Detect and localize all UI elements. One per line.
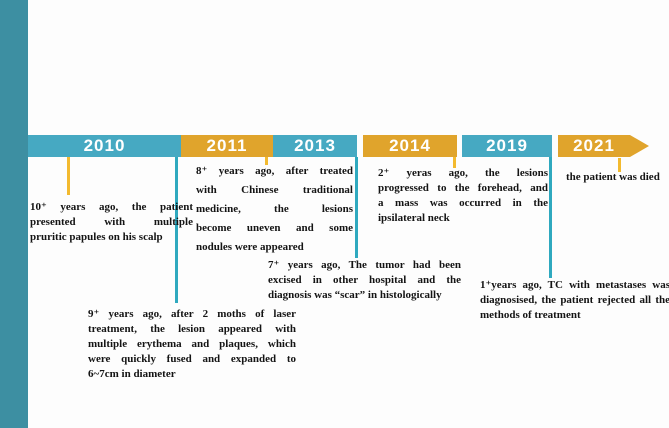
event-text-line: the patient was died — [566, 171, 660, 183]
event-text-line: treatment, the lesion appeared with — [88, 323, 296, 335]
connector-event-8y — [265, 157, 268, 165]
event-text-line: excised in other hospital and the — [268, 274, 461, 286]
event-text-line: ipsilateral neck — [378, 212, 450, 224]
event-text-line: multiple erythema and plaques, which — [88, 338, 296, 350]
left-accent-bar — [0, 0, 28, 428]
event-text-line: methods of treatment — [480, 309, 581, 321]
event-text-line: nodules were appeared — [196, 241, 304, 253]
connector-event-10y — [67, 157, 70, 195]
timeline-arrow-tip-icon — [630, 135, 649, 157]
timeline-segment-2019: 2019 — [462, 135, 552, 157]
timeline-band: 2010 2011 2013 2014 2019 2021 — [28, 135, 650, 157]
connector-event-1y — [549, 157, 552, 278]
connector-event-7y — [355, 157, 358, 258]
event-note-9y: 9⁺ years ago, after 2 moths of laser tre… — [88, 307, 296, 382]
year-label-2021: 2021 — [573, 136, 615, 155]
event-text-line: 1⁺years ago, TC with metastases was — [480, 279, 669, 291]
event-note-10y: 10⁺ years ago, the patient presented wit… — [30, 200, 193, 245]
connector-event-9y — [175, 157, 178, 303]
event-text-line: 10⁺ years ago, the patient — [30, 201, 193, 213]
event-text-line: progressed to the forehead, and — [378, 182, 548, 194]
event-text-line: 7⁺ years ago, The tumor had been — [268, 259, 461, 271]
event-text-line: become uneven and some — [196, 222, 353, 234]
timeline-segment-2021: 2021 — [558, 135, 630, 157]
event-note-2y: 2⁺ yeras ago, the lesions progressed to … — [378, 166, 548, 226]
timeline-segment-2014: 2014 — [363, 135, 457, 157]
event-text-line: diagnosised, the patient rejected all th… — [480, 294, 669, 306]
year-label-2010: 2010 — [83, 136, 126, 155]
year-label-2014: 2014 — [389, 136, 431, 155]
event-text-line: 6~7cm in diameter — [88, 368, 176, 380]
event-text-line: 9⁺ years ago, after 2 moths of laser — [88, 308, 296, 320]
event-text-line: pruritic papules on his scalp — [30, 231, 163, 243]
year-label-2013: 2013 — [294, 136, 336, 155]
event-text-line: diagnosis was “scar” in histologically — [268, 289, 442, 301]
event-text-line: with Chinese traditional — [196, 184, 353, 196]
timeline-segment-2013: 2013 — [273, 135, 357, 157]
timeline-segment-2010: 2010 — [28, 135, 181, 157]
event-note-8y: 8⁺ years ago, after treated with Chinese… — [196, 162, 353, 257]
event-text-line: 2⁺ yeras ago, the lesions — [378, 167, 548, 179]
event-text-line: presented with multiple — [30, 216, 193, 228]
year-label-2011: 2011 — [206, 136, 248, 155]
year-label-2019: 2019 — [486, 136, 528, 155]
connector-event-death — [618, 158, 621, 172]
event-text-line: a mass was occurred in the — [378, 197, 548, 209]
connector-event-2y — [453, 157, 456, 168]
event-note-1y: 1⁺years ago, TC with metastases was diag… — [480, 278, 669, 323]
timeline-segment-2011: 2011 — [181, 135, 273, 157]
event-note-7y: 7⁺ years ago, The tumor had been excised… — [268, 258, 461, 303]
event-note-death: the patient was died — [566, 170, 668, 185]
event-text-line: 8⁺ years ago, after treated — [196, 165, 353, 177]
event-text-line: were quickly fused and expanded to — [88, 353, 296, 365]
event-text-line: medicine, the lesions — [196, 203, 353, 215]
